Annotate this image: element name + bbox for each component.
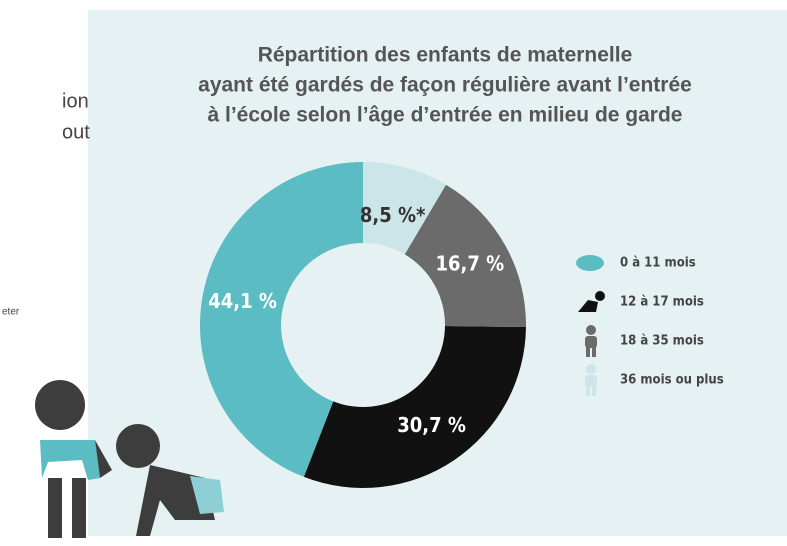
legend-icon [586, 386, 590, 396]
pie-slice [303, 326, 526, 488]
pie-slice [404, 184, 526, 328]
legend-icon [592, 386, 596, 396]
legend-icon [595, 291, 605, 301]
legend-icon [586, 325, 596, 335]
pie-slice [363, 162, 446, 255]
pie-slice [200, 162, 363, 477]
legend-icon [576, 255, 604, 271]
legend-icon [586, 347, 590, 357]
legend-label: 12 à 17 mois [620, 295, 704, 310]
legend-icon [576, 255, 604, 271]
legend-label: 0 à 11 mois [620, 256, 696, 271]
chart-title: Répartition des enfants de maternelle [258, 44, 633, 67]
data-label: 16,7 % [435, 251, 504, 275]
side-text: out [62, 121, 90, 143]
kids-illustration [35, 380, 224, 538]
legend-icon [585, 375, 597, 387]
legend-icon [592, 347, 596, 357]
chart-title: ayant été gardés de façon régulière avan… [198, 74, 692, 97]
side-text: ion [62, 90, 89, 112]
side-text: eter [2, 307, 20, 318]
chart-title: à l’école selon l’âge d’entrée en milieu… [207, 104, 682, 127]
data-label: 8,5 %* [360, 203, 426, 227]
legend-icon [585, 336, 597, 348]
data-label: 44,1 % [208, 289, 277, 313]
legend-icon [585, 364, 597, 396]
legend-icon [586, 364, 596, 374]
legend-label: 18 à 35 mois [620, 334, 704, 349]
legend-label: 36 mois ou plus [620, 373, 724, 388]
data-label: 30,7 % [397, 413, 466, 437]
legend-icon [578, 300, 598, 312]
legend-icon [585, 325, 597, 357]
legend-icon [578, 291, 605, 312]
